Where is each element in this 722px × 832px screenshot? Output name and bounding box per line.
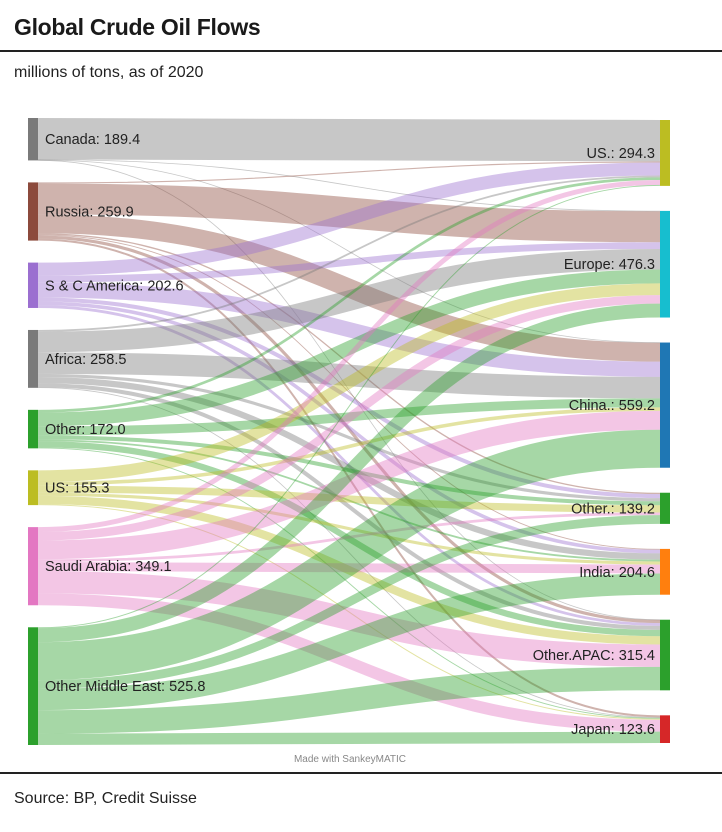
flow-link-other-middle-east-to-china- xyxy=(37,429,661,681)
target-label-other-: Other.: 139.2 xyxy=(571,501,655,517)
flow-link-other-middle-east-to-japan xyxy=(37,731,661,745)
source-node-us xyxy=(28,470,38,506)
source-node-other-middle-east xyxy=(28,627,38,745)
source-label-other-middle-east: Other Middle East: 525.8 xyxy=(45,679,205,695)
flow-link-us-to-china- xyxy=(37,407,661,486)
flow-link-saudi-arabia-to-japan xyxy=(37,593,661,732)
flow-link-saudi-arabia-to-china- xyxy=(37,410,661,560)
source-label-saudi-arabia: Saudi Arabia: 349.1 xyxy=(45,559,172,575)
target-node-other-apac xyxy=(660,619,670,691)
source-node-russia xyxy=(28,182,38,241)
flow-link-saudi-arabia-to-other-apac xyxy=(37,570,661,667)
flow-link-other-to-other- xyxy=(37,435,661,506)
chart-subtitle: millions of tons, as of 2020 xyxy=(14,64,204,81)
source-label-other: Other: 172.0 xyxy=(45,422,126,438)
flow-link-canada-to-other-apac xyxy=(37,159,661,621)
flow-link-s-c-america-to-us- xyxy=(37,162,661,276)
flow-link-russia-to-china- xyxy=(37,214,661,362)
flow-link-other-to-china- xyxy=(37,398,661,436)
flow-link-other-middle-east-to-india xyxy=(37,573,661,711)
nodes xyxy=(28,118,670,745)
flow-link-africa-to-japan xyxy=(37,387,661,718)
flow-link-saudi-arabia-to-us- xyxy=(37,180,661,533)
flow-link-s-c-america-to-china- xyxy=(37,282,661,377)
credit-text: Made with SankeyMATIC xyxy=(294,754,406,765)
target-node-china- xyxy=(660,342,670,468)
flow-link-russia-to-europe xyxy=(37,183,661,243)
source-label-africa: Africa: 258.5 xyxy=(45,352,126,368)
flow-link-s-c-america-to-india xyxy=(37,301,661,554)
source-node-canada xyxy=(28,118,38,161)
flow-link-canada-to-us- xyxy=(37,118,661,162)
target-label-us-: US.: 294.3 xyxy=(586,146,655,162)
flow-link-s-c-america-to-other-apac xyxy=(37,305,661,626)
flow-links xyxy=(37,118,661,745)
sankey-chart: Canada: 189.4 Russia: 259.9 S & C America:… xyxy=(28,118,670,765)
flow-link-us-to-other-apac xyxy=(37,495,661,645)
flow-link-africa-to-china- xyxy=(37,352,661,399)
flow-link-canada-to-europe xyxy=(37,159,661,212)
flow-link-africa-to-us- xyxy=(37,175,661,332)
flow-link-russia-to-us- xyxy=(37,161,661,184)
source-label-us: US: 155.3 xyxy=(45,481,110,497)
flow-link-s-c-america-to-europe xyxy=(37,242,661,283)
flow-link-saudi-arabia-to-other- xyxy=(37,512,661,563)
flow-link-s-c-america-to-other- xyxy=(37,297,661,499)
flow-link-other-to-other-apac xyxy=(37,441,661,637)
flow-link-africa-to-india xyxy=(37,376,661,560)
target-label-europe: Europe: 476.3 xyxy=(564,257,655,273)
target-label-japan: Japan: 123.6 xyxy=(571,722,655,738)
flow-link-africa-to-other-apac xyxy=(37,383,661,630)
title-divider xyxy=(0,50,722,52)
source-node-africa xyxy=(28,329,38,388)
flow-link-other-to-us- xyxy=(37,177,661,413)
flow-link-russia-to-other-apac xyxy=(37,235,661,624)
target-label-india: India: 204.6 xyxy=(579,565,655,581)
flow-link-other-to-india xyxy=(37,439,661,562)
target-label-china-: China.: 559.2 xyxy=(569,398,655,414)
footer-divider xyxy=(0,772,722,774)
flow-link-russia-to-india xyxy=(37,234,661,550)
flow-link-russia-to-other- xyxy=(37,233,661,495)
flow-link-russia-to-japan xyxy=(37,238,661,718)
target-node-japan xyxy=(660,715,670,743)
flow-link-us-to-other- xyxy=(37,485,661,513)
target-label-other-apac: Other.APAC: 315.4 xyxy=(533,648,655,664)
flow-link-us-to-europe xyxy=(37,283,661,482)
flow-link-saudi-arabia-to-india xyxy=(37,562,661,574)
source-node-other xyxy=(28,409,38,449)
flow-link-other-middle-east-to-other-apac xyxy=(37,666,661,734)
chart-title: Global Crude Oil Flows xyxy=(14,14,261,40)
flow-link-other-middle-east-to-other- xyxy=(37,515,661,689)
source-label-s-c-america: S & C America: 202.6 xyxy=(45,278,184,294)
target-node-other- xyxy=(660,492,670,524)
flow-link-other-middle-east-to-europe xyxy=(37,303,661,643)
flow-link-africa-to-other- xyxy=(37,373,661,502)
source-label-canada: Canada: 189.4 xyxy=(45,132,140,148)
node-labels: Canada: 189.4 Russia: 259.9 S & C America:… xyxy=(45,132,655,738)
target-node-us- xyxy=(660,120,670,186)
target-node-europe xyxy=(660,210,670,318)
flow-link-canada-to-china- xyxy=(37,159,661,344)
flow-link-saudi-arabia-to-europe xyxy=(37,295,661,541)
flow-link-us-to-japan xyxy=(37,504,661,720)
target-node-india xyxy=(660,548,670,595)
source-node-s-c-america xyxy=(28,262,38,308)
flow-link-africa-to-europe xyxy=(37,248,661,353)
source-label-russia: Russia: 259.9 xyxy=(45,205,134,221)
flow-link-other-middle-east-to-us- xyxy=(37,184,661,629)
source-note: Source: BP, Credit Suisse xyxy=(14,790,197,807)
flow-link-other-to-japan xyxy=(37,447,661,719)
flow-link-other-to-europe xyxy=(37,269,661,427)
flow-link-us-to-india xyxy=(37,492,661,565)
source-node-saudi-arabia xyxy=(28,527,38,606)
